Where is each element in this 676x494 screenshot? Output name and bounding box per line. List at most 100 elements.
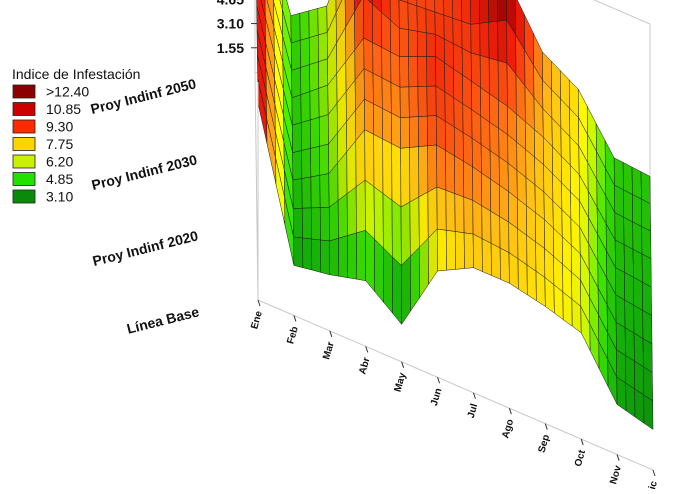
surface-cell [425,32,436,57]
surface-cell [337,193,348,239]
surface-cell [319,207,330,242]
x-axis: Ene Feb Mar Abr May Jun Jul Ago Sep Oct Nov Dic [249,299,660,494]
surface-cell [417,31,427,57]
x-tick-mark [365,346,369,353]
surface-cell [642,281,652,316]
surface-cell [318,114,329,147]
surface-cell [633,277,643,311]
surface-cell [623,189,633,223]
surface-cell [417,56,428,87]
surface-cell [310,175,321,209]
surface-cell [400,201,411,266]
surface-cell [454,193,465,234]
legend-swatch [12,154,36,169]
surface-cell [373,134,384,194]
surface-cell [290,40,301,71]
surface-cell [419,237,429,298]
x-tick-label: Jun [429,387,444,407]
surface-cell [392,256,402,325]
surface-cell [632,194,642,227]
surface-cell [372,42,383,79]
legend-swatch [12,172,36,186]
surface-cell [318,84,329,118]
surface-cell [365,230,375,292]
surface-cell [634,388,645,424]
surface-cell [292,207,303,239]
surface-cell [490,178,500,217]
legend-label: 4.85 [46,171,73,187]
surface-cell [300,119,311,151]
surface-cell [390,82,401,119]
x-tick-mark [544,423,548,430]
surface-cell [470,23,481,56]
surface-cell [479,21,490,59]
x-tick-mark [580,438,584,446]
surface-cell [390,51,401,88]
surface-cell [463,196,474,235]
surface-cell [640,171,651,205]
surface-cell [436,144,447,191]
surface-cell [317,5,328,36]
surface-cell [461,0,472,25]
surface-cell [293,236,304,268]
surface-cell [472,200,483,239]
surface-cell [641,226,652,259]
y-tick-label: Proy Indinf 2020 [91,227,200,269]
legend-swatch [12,137,36,151]
surface-cell [301,207,312,240]
x-tick-mark [257,299,261,307]
surface-cell [497,60,508,107]
surface-cell [418,191,429,248]
x-tick-label: Ago [500,418,516,440]
surface-cell [470,0,481,25]
surface-cell [643,394,654,430]
surface-cell [615,267,625,301]
surface-cell [302,237,313,271]
surface-cell [399,86,410,119]
surface-cell [499,185,509,223]
surface-cell [631,166,642,200]
surface-cell [382,193,393,258]
surface-cell [381,47,392,83]
y-axis: Línea Base Proy Indinf 2020 Proy Indinf 20… [89,75,201,336]
surface-cell [301,176,312,209]
surface-cell [408,29,418,57]
surface-cell [481,238,492,276]
surface-cell [624,272,634,306]
surface-cell [328,200,339,242]
surface-cell [425,8,436,35]
surface-cell [488,20,499,61]
surface-cell [391,199,402,266]
surface-cell [642,310,653,345]
legend-label: >12.40 [46,84,89,100]
surface-cell [488,57,499,101]
surface-cell [452,17,463,49]
legend-label: 7.75 [46,136,73,152]
surface-cell [363,37,374,74]
surface-cell [372,73,383,109]
surface-cell [490,210,501,249]
surface-cell [409,116,419,148]
surface-cell [625,382,636,418]
x-tick-mark [437,377,441,384]
plot-box-front [257,82,654,471]
x-tick-label: Dic [645,479,660,489]
surface-cell [310,207,321,241]
surface-cell [614,239,625,273]
z-tick-label: 4.65 [217,0,244,7]
surface-cell [436,228,447,272]
surface-cell [279,0,283,10]
surface-cell [622,162,633,195]
surface-cell [490,243,501,280]
surface-cell [383,247,393,314]
surface-cell [417,86,428,117]
x-tick-mark [652,469,656,477]
surface-mesh [256,0,654,430]
surface-cell [300,91,311,123]
surface-cell [426,85,437,117]
surface-cell [517,258,528,296]
